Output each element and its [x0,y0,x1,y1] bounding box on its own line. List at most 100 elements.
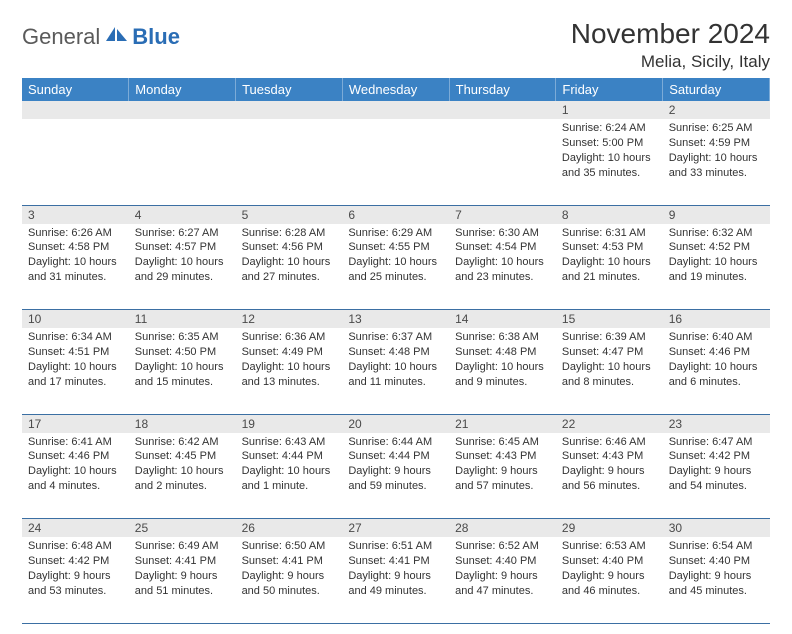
daynum-row: 3456789 [22,205,770,224]
sunset-text: Sunset: 4:50 PM [135,345,230,360]
day-details: Sunrise: 6:34 AMSunset: 4:51 PMDaylight:… [22,328,129,393]
daynum-cell: 14 [449,310,556,329]
sunset-text: Sunset: 4:45 PM [135,449,230,464]
sunrise-text: Sunrise: 6:29 AM [348,226,443,241]
calendar-cell: Sunrise: 6:52 AMSunset: 4:40 PMDaylight:… [449,537,556,623]
day-details: Sunrise: 6:32 AMSunset: 4:52 PMDaylight:… [663,224,770,289]
day-number: 14 [449,310,556,328]
calendar-cell: Sunrise: 6:36 AMSunset: 4:49 PMDaylight:… [236,328,343,414]
day-number: 29 [556,519,663,537]
sunrise-text: Sunrise: 6:30 AM [455,226,550,241]
daylight-text: Daylight: 9 hours and 54 minutes. [669,464,764,494]
day-details: Sunrise: 6:37 AMSunset: 4:48 PMDaylight:… [342,328,449,393]
calendar-page: General Blue November 2024 Melia, Sicily… [0,0,792,634]
sunrise-text: Sunrise: 6:24 AM [562,121,657,136]
day-number: 8 [556,206,663,224]
empty-daynum [22,101,129,119]
calendar-cell [236,119,343,205]
daylight-text: Daylight: 10 hours and 29 minutes. [135,255,230,285]
day-number: 28 [449,519,556,537]
daynum-cell: 3 [22,205,129,224]
calendar-cell [129,119,236,205]
day-number: 4 [129,206,236,224]
daynum-cell: 25 [129,519,236,538]
daynum-row: 17181920212223 [22,414,770,433]
daynum-cell: 2 [663,101,770,119]
daynum-cell [449,101,556,119]
daynum-cell [22,101,129,119]
daynum-row: 10111213141516 [22,310,770,329]
sunset-text: Sunset: 4:51 PM [28,345,123,360]
calendar-cell: Sunrise: 6:30 AMSunset: 4:54 PMDaylight:… [449,224,556,310]
daylight-text: Daylight: 9 hours and 45 minutes. [669,569,764,599]
month-title: November 2024 [571,18,770,50]
sunset-text: Sunset: 4:47 PM [562,345,657,360]
day-details: Sunrise: 6:26 AMSunset: 4:58 PMDaylight:… [22,224,129,289]
daynum-row: 24252627282930 [22,519,770,538]
sunrise-text: Sunrise: 6:25 AM [669,121,764,136]
day-number: 18 [129,415,236,433]
daynum-cell: 9 [663,205,770,224]
weekday-header: Tuesday [236,78,343,101]
daynum-cell: 26 [236,519,343,538]
daylight-text: Daylight: 9 hours and 59 minutes. [348,464,443,494]
daylight-text: Daylight: 9 hours and 47 minutes. [455,569,550,599]
day-details: Sunrise: 6:40 AMSunset: 4:46 PMDaylight:… [663,328,770,393]
sunrise-text: Sunrise: 6:26 AM [28,226,123,241]
sunset-text: Sunset: 4:44 PM [348,449,443,464]
calendar-cell: Sunrise: 6:35 AMSunset: 4:50 PMDaylight:… [129,328,236,414]
daynum-cell: 16 [663,310,770,329]
sunset-text: Sunset: 4:56 PM [242,240,337,255]
day-details: Sunrise: 6:35 AMSunset: 4:50 PMDaylight:… [129,328,236,393]
weekday-header: Sunday [22,78,129,101]
day-details: Sunrise: 6:42 AMSunset: 4:45 PMDaylight:… [129,433,236,498]
day-details: Sunrise: 6:48 AMSunset: 4:42 PMDaylight:… [22,537,129,602]
daynum-cell: 17 [22,414,129,433]
sunrise-text: Sunrise: 6:47 AM [669,435,764,450]
calendar-cell: Sunrise: 6:40 AMSunset: 4:46 PMDaylight:… [663,328,770,414]
sunrise-text: Sunrise: 6:40 AM [669,330,764,345]
daynum-cell: 28 [449,519,556,538]
sunrise-text: Sunrise: 6:52 AM [455,539,550,554]
daynum-cell: 30 [663,519,770,538]
sunset-text: Sunset: 4:40 PM [562,554,657,569]
calendar-cell [22,119,129,205]
sunrise-text: Sunrise: 6:53 AM [562,539,657,554]
empty-daynum [129,101,236,119]
daylight-text: Daylight: 9 hours and 51 minutes. [135,569,230,599]
calendar-cell: Sunrise: 6:44 AMSunset: 4:44 PMDaylight:… [342,433,449,519]
calendar-cell: Sunrise: 6:46 AMSunset: 4:43 PMDaylight:… [556,433,663,519]
sunset-text: Sunset: 4:58 PM [28,240,123,255]
calendar-cell: Sunrise: 6:38 AMSunset: 4:48 PMDaylight:… [449,328,556,414]
sunrise-text: Sunrise: 6:51 AM [348,539,443,554]
daynum-cell: 10 [22,310,129,329]
logo-text-blue: Blue [132,24,180,50]
daylight-text: Daylight: 10 hours and 9 minutes. [455,360,550,390]
calendar-cell: Sunrise: 6:51 AMSunset: 4:41 PMDaylight:… [342,537,449,623]
sunrise-text: Sunrise: 6:41 AM [28,435,123,450]
daylight-text: Daylight: 9 hours and 56 minutes. [562,464,657,494]
day-number: 26 [236,519,343,537]
day-number: 16 [663,310,770,328]
daynum-cell: 29 [556,519,663,538]
daylight-text: Daylight: 10 hours and 8 minutes. [562,360,657,390]
day-number: 1 [556,101,663,119]
calendar-cell: Sunrise: 6:53 AMSunset: 4:40 PMDaylight:… [556,537,663,623]
sunset-text: Sunset: 4:40 PM [455,554,550,569]
daynum-cell [342,101,449,119]
day-details: Sunrise: 6:27 AMSunset: 4:57 PMDaylight:… [129,224,236,289]
calendar-row: Sunrise: 6:24 AMSunset: 5:00 PMDaylight:… [22,119,770,205]
calendar-row: Sunrise: 6:41 AMSunset: 4:46 PMDaylight:… [22,433,770,519]
daylight-text: Daylight: 10 hours and 2 minutes. [135,464,230,494]
daylight-text: Daylight: 10 hours and 25 minutes. [348,255,443,285]
daynum-cell: 22 [556,414,663,433]
page-header: General Blue November 2024 Melia, Sicily… [22,18,770,72]
day-number: 3 [22,206,129,224]
weekday-header: Wednesday [342,78,449,101]
sunset-text: Sunset: 4:41 PM [135,554,230,569]
day-number: 11 [129,310,236,328]
calendar-cell: Sunrise: 6:29 AMSunset: 4:55 PMDaylight:… [342,224,449,310]
sunset-text: Sunset: 4:43 PM [562,449,657,464]
calendar-cell: Sunrise: 6:37 AMSunset: 4:48 PMDaylight:… [342,328,449,414]
logo: General Blue [22,24,180,50]
